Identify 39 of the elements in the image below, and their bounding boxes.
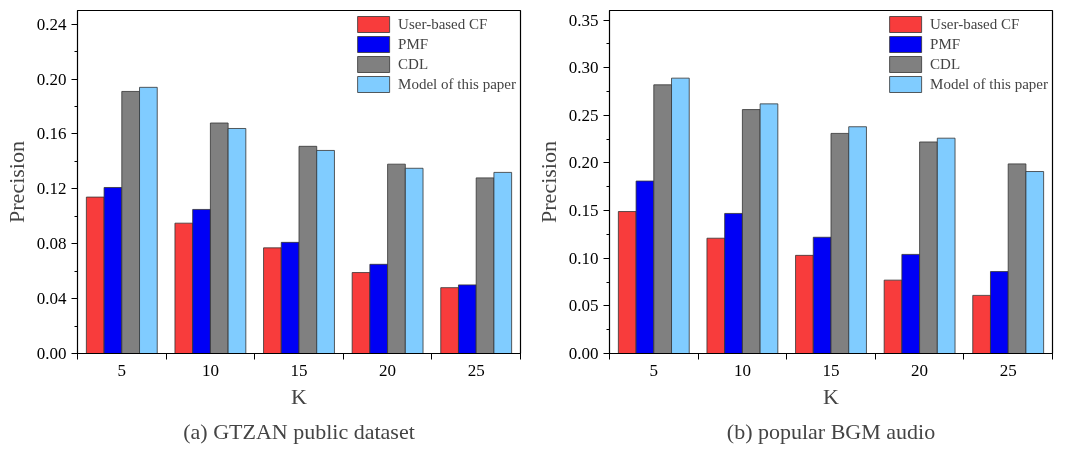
x-tick-label: 10	[733, 360, 751, 380]
legend-label: PMF	[930, 34, 961, 54]
y-axis-title: Precision	[3, 141, 29, 223]
y-tick-label: 0.12	[36, 179, 67, 199]
y-tick-label: 0.15	[568, 201, 599, 221]
x-tick-label: 10	[201, 360, 219, 380]
legend-label: CDL	[930, 54, 961, 74]
x-axis-title: K	[823, 383, 840, 409]
x-tick-label: 20	[379, 360, 397, 380]
x-axis-title: K	[291, 383, 308, 409]
x-tick-label: 20	[911, 360, 929, 380]
y-tick-label: 0.00	[568, 344, 599, 363]
y-tick-label: 0.24	[36, 14, 67, 34]
legend-label: CDL	[398, 54, 429, 74]
legend-label: Model of this paper	[398, 74, 516, 94]
y-axis-title: Precision	[535, 141, 561, 223]
y-tick-label: 0.08	[36, 234, 67, 254]
text: (a) GTZAN public dataset	[183, 418, 415, 444]
y-tick-label: 0.10	[568, 248, 599, 268]
y-tick-label: 0.20	[568, 153, 599, 173]
x-tick-label: 5	[117, 360, 127, 380]
legend-label: User-based CF	[398, 14, 488, 34]
y-tick-label: 0.20	[36, 69, 67, 89]
x-tick-label: 15	[290, 360, 308, 380]
y-tick-label: 0.00	[36, 344, 67, 363]
y-tick-label: 0.16	[36, 124, 67, 144]
y-tick-label: 0.04	[36, 289, 67, 309]
text: (b) popular BGM audio	[726, 418, 936, 444]
legend-label: User-based CF	[930, 14, 1020, 34]
y-tick-label: 0.35	[568, 10, 599, 30]
x-tick-label: 15	[822, 360, 840, 380]
y-tick-label: 0.05	[568, 296, 599, 316]
legend-label: Model of this paper	[930, 74, 1048, 94]
y-tick-label: 0.30	[568, 58, 599, 78]
x-tick-label: 5	[649, 360, 659, 380]
x-tick-label: 25	[999, 360, 1017, 380]
y-tick-label: 0.25	[568, 105, 599, 125]
x-tick-label: 25	[467, 360, 485, 380]
legend-label: PMF	[398, 34, 429, 54]
